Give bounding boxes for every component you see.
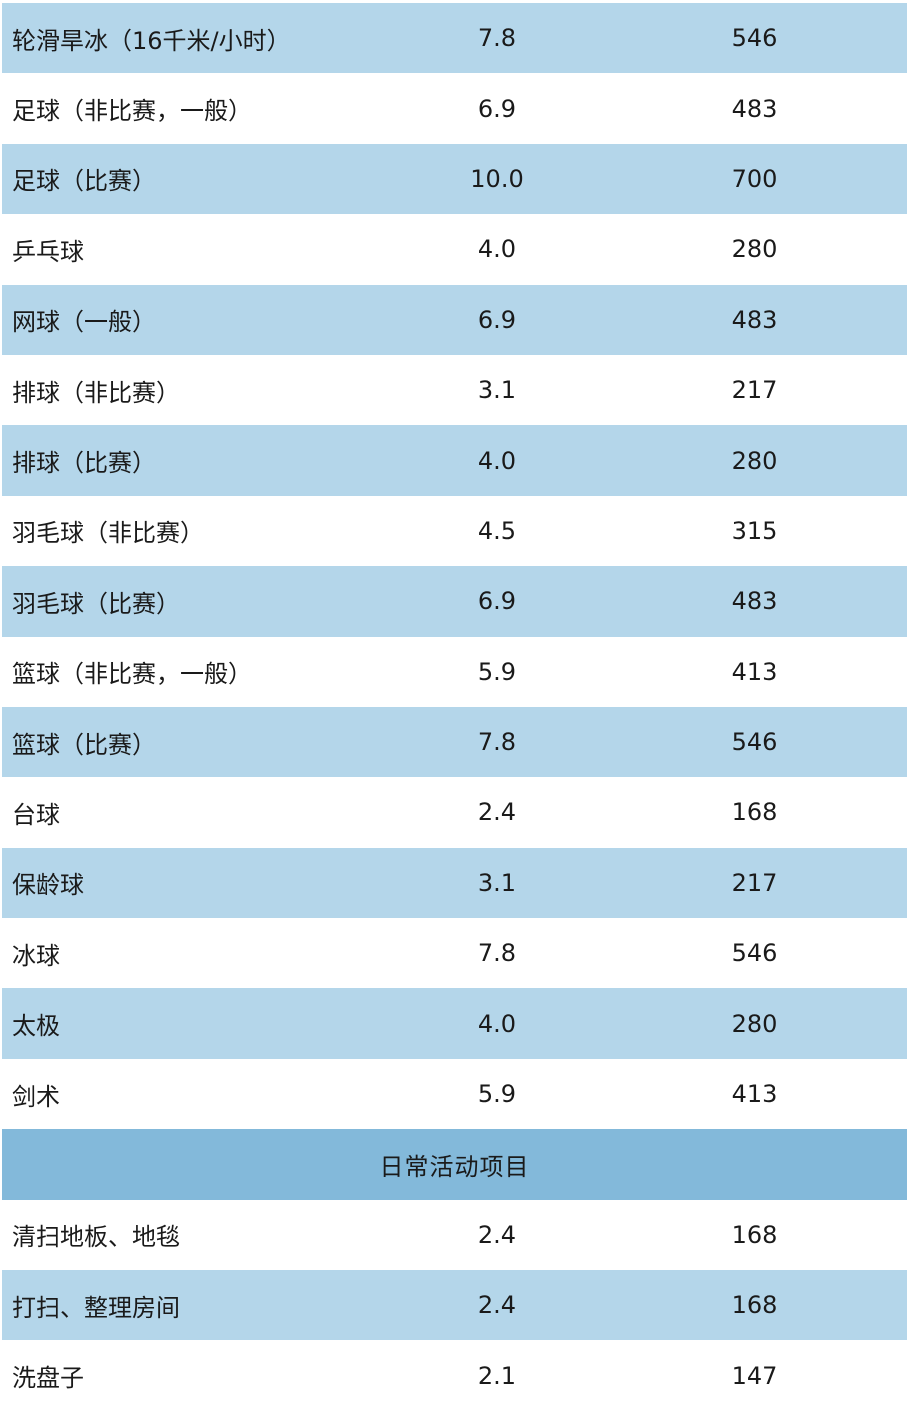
activity-name-cell: 冰球 — [12, 941, 60, 970]
table-row: 排球（非比赛） 3.1 217 — [2, 354, 907, 426]
met-value-cell: 4.5 — [477, 516, 517, 545]
activity-name-cell: 篮球（非比赛，一般） — [12, 660, 252, 689]
met-value-cell: 2.1 — [477, 1361, 517, 1390]
met-value-cell: 5.9 — [477, 1080, 517, 1109]
table-row: 足球（非比赛，一般） 6.9 483 — [2, 73, 907, 144]
table-row: 保龄球 3.1 217 — [2, 847, 907, 919]
activity-name-cell: 乒乓球 — [12, 237, 84, 266]
table-row: 轮滑旱冰（16千米/小时） 7.8 546 — [2, 3, 907, 74]
activity-name-cell: 足球（非比赛，一般） — [12, 97, 252, 126]
met-value-cell: 2.4 — [477, 798, 517, 827]
table-row: 网球（一般） 6.9 483 — [2, 284, 907, 355]
table-row: 洗盘子 2.1 147 — [2, 1340, 907, 1411]
met-value-cell: 5.9 — [477, 657, 517, 686]
kcal-value-cell: 413 — [731, 657, 778, 686]
daily-activity-rows: 清扫地板、地毯 2.4 168 打扫、整理房间 2.4 168 洗盘子 2.1 147 — [2, 1199, 907, 1411]
table-row: 台球 2.4 168 — [2, 777, 907, 848]
kcal-value-cell: 147 — [731, 1361, 778, 1390]
met-value-cell: 7.8 — [477, 24, 517, 53]
kcal-value-cell: 217 — [731, 868, 778, 897]
kcal-value-cell: 217 — [731, 376, 778, 405]
met-value-cell: 6.9 — [477, 587, 517, 616]
met-value-cell: 7.8 — [477, 728, 517, 757]
kcal-value-cell: 168 — [731, 798, 778, 827]
section-title: 日常活动项目 — [379, 1152, 530, 1181]
met-value-cell: 4.0 — [477, 235, 517, 264]
met-value-cell: 4.0 — [477, 446, 517, 475]
table-row: 足球（比赛） 10.0 700 — [2, 143, 907, 215]
kcal-value-cell: 483 — [731, 305, 778, 334]
table-row: 排球（比赛） 4.0 280 — [2, 425, 907, 496]
table-row: 清扫地板、地毯 2.4 168 — [2, 1199, 907, 1271]
kcal-value-cell: 700 — [731, 164, 778, 193]
table-row: 太极 4.0 280 — [2, 988, 907, 1059]
met-value-cell: 2.4 — [477, 1291, 517, 1320]
met-value-cell: 7.8 — [477, 939, 517, 968]
activity-name-cell: 羽毛球（比赛） — [12, 589, 180, 618]
kcal-value-cell: 280 — [731, 446, 778, 475]
met-value-cell: 2.4 — [477, 1220, 517, 1249]
activity-calorie-table: 轮滑旱冰（16千米/小时） 7.8 546 足球（非比赛，一般） 6.9 483 足球（比赛… — [2, 3, 907, 1411]
met-value-cell: 6.9 — [477, 305, 517, 334]
table-row: 打扫、整理房间 2.4 168 — [2, 1270, 907, 1341]
section-header-daily-activities: 日常活动项目 — [2, 1129, 907, 1200]
table-row: 冰球 7.8 546 — [2, 918, 907, 989]
met-value-cell: 4.0 — [477, 1009, 517, 1038]
kcal-value-cell: 280 — [731, 1009, 778, 1038]
activity-name-cell: 网球（一般） — [12, 308, 156, 337]
kcal-value-cell: 546 — [731, 939, 778, 968]
met-value-cell: 3.1 — [477, 376, 517, 405]
kcal-value-cell: 168 — [731, 1220, 778, 1249]
kcal-value-cell: 315 — [731, 516, 778, 545]
met-value-cell: 10.0 — [470, 164, 524, 193]
activity-name-cell: 保龄球 — [12, 871, 84, 900]
table-row: 篮球（比赛） 7.8 546 — [2, 706, 907, 778]
activity-name-cell: 排球（比赛） — [12, 449, 156, 478]
activity-name-cell: 台球 — [12, 800, 60, 829]
table-row: 乒乓球 4.0 280 — [2, 214, 907, 285]
activity-name-cell: 打扫、整理房间 — [12, 1293, 180, 1322]
sports-rows: 轮滑旱冰（16千米/小时） 7.8 546 足球（非比赛，一般） 6.9 483 足球（比赛… — [2, 3, 907, 1130]
activity-name-cell: 羽毛球（非比赛） — [12, 519, 204, 548]
kcal-value-cell: 483 — [731, 587, 778, 616]
kcal-value-cell: 483 — [731, 94, 778, 123]
activity-name-cell: 清扫地板、地毯 — [12, 1223, 180, 1252]
activity-name-cell: 轮滑旱冰（16千米/小时） — [12, 26, 291, 55]
kcal-value-cell: 546 — [731, 728, 778, 757]
table-row: 剑术 5.9 413 — [2, 1058, 907, 1130]
activity-name-cell: 洗盘子 — [12, 1364, 84, 1393]
activity-name-cell: 排球（非比赛） — [12, 378, 180, 407]
activity-name-cell: 剑术 — [12, 1082, 60, 1111]
table-row: 羽毛球（比赛） 6.9 483 — [2, 566, 907, 637]
activity-name-cell: 篮球（比赛） — [12, 730, 156, 759]
kcal-value-cell: 280 — [731, 235, 778, 264]
activity-name-cell: 足球（比赛） — [12, 167, 156, 196]
met-value-cell: 6.9 — [477, 94, 517, 123]
table-row: 篮球（非比赛，一般） 5.9 413 — [2, 636, 907, 707]
met-value-cell: 3.1 — [477, 868, 517, 897]
activity-name-cell: 太极 — [12, 1012, 60, 1041]
table-row: 羽毛球（非比赛） 4.5 315 — [2, 495, 907, 567]
kcal-value-cell: 413 — [731, 1080, 778, 1109]
kcal-value-cell: 168 — [731, 1291, 778, 1320]
kcal-value-cell: 546 — [731, 24, 778, 53]
